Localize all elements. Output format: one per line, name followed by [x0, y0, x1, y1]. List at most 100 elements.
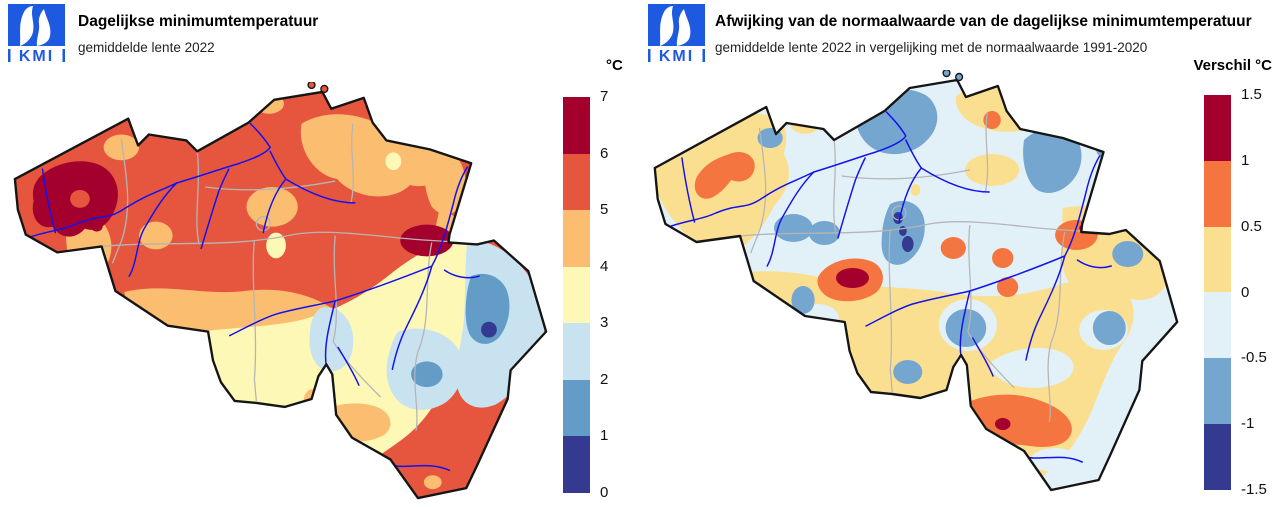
river-line — [128, 182, 178, 277]
colorbar-tick-label: 0 — [600, 484, 609, 501]
colorbar-cell — [563, 210, 590, 267]
map-region-bastogne-neutral-band — [990, 347, 1074, 388]
river-line — [959, 155, 1101, 358]
river-line — [971, 337, 994, 377]
map-region-bastogne-colder-dot — [411, 361, 443, 388]
colorbar-cell — [1204, 358, 1231, 425]
river-line — [269, 150, 356, 204]
map-region-charleroi-warmest-core — [836, 268, 869, 288]
map-region-ghent-north-warm-spot — [789, 110, 821, 134]
map-region-high-fens-coldest-dot — [481, 321, 497, 338]
colorbar-tick-label: 4 — [600, 257, 609, 275]
province-border — [1047, 231, 1066, 423]
river-line — [443, 269, 480, 279]
colorbar-tick-label: 1.5 — [1241, 86, 1262, 103]
map-region-hainaut-small-spot — [139, 221, 173, 250]
anomaly-colorbar-unit: Verschil °C — [1193, 57, 1272, 74]
belgium-outline — [653, 78, 1179, 492]
colorbar-tick-label: 1 — [600, 427, 609, 445]
river-line — [813, 111, 907, 173]
map-region-condroz-cool-blob — [945, 308, 987, 348]
belgium-map-temperature-anomaly — [653, 70, 1179, 492]
map-region-leuven-coldest-dot-2 — [899, 226, 907, 236]
river-line — [1076, 259, 1113, 269]
kmi-logo-text: KMI — [19, 48, 54, 62]
map-region-kempen-warm-dot — [910, 184, 921, 196]
map-region-center-warmer-spot-1 — [940, 237, 966, 259]
map-region-ghent-spot — [103, 134, 140, 161]
map-region-south-tip-warmer-dot — [1030, 484, 1045, 490]
map-region-brussels-west-cool-lobe-1 — [773, 214, 813, 242]
map-region-center-warmer-spot-2 — [992, 248, 1014, 268]
province-border — [101, 231, 448, 248]
map-region-turnhout-warmer-dot — [983, 111, 1001, 129]
river-line — [337, 346, 360, 386]
right-map-subtitle: gemiddelde lente 2022 in vergelijking me… — [715, 40, 1148, 55]
map-region-south-tip-warm-dot — [423, 475, 442, 490]
province-border — [196, 151, 200, 245]
map-region-knokke-hot-dot — [110, 91, 127, 101]
temperature-colorbar-unit: °C — [606, 57, 623, 74]
province-border — [740, 221, 1081, 237]
river-line — [324, 166, 468, 368]
province-border — [833, 139, 837, 235]
colorbar-cell — [563, 323, 590, 380]
river-line — [262, 178, 287, 234]
kmi-logo-graphic: KMI — [648, 4, 705, 65]
colorbar-tick-label: -1 — [1241, 415, 1255, 433]
baarle-hertog-exclave — [942, 70, 951, 78]
kmi-logo: KMI — [648, 4, 705, 65]
river-line — [1025, 255, 1066, 361]
river-line — [41, 168, 57, 234]
left-map-title: Dagelijkse minimumtemperatuur — [78, 13, 319, 30]
colorbar-tick-label: 2 — [600, 370, 609, 388]
map-region-west-flanders-warmer-blob — [694, 151, 755, 199]
belgium-outline — [13, 90, 548, 500]
kmi-logo-graphic: KMI — [8, 4, 65, 65]
belgium-map-min-temperature — [13, 82, 548, 500]
river-line — [391, 265, 433, 371]
map-region-demer-warm-band — [964, 154, 1020, 186]
map-region-southwest-cool-spot — [893, 360, 923, 384]
river-line — [766, 171, 815, 267]
river-line — [681, 157, 696, 223]
map-region-west-border-warmer-dot — [654, 252, 669, 264]
province-border — [750, 127, 767, 254]
river-line — [905, 139, 990, 193]
map-region-kempen-cream-dot — [385, 152, 402, 171]
baarle-hertog-exclave — [320, 84, 329, 94]
colorbar-cell — [1204, 95, 1231, 161]
baarle-hertog-exclave — [307, 82, 316, 90]
province-border — [332, 235, 381, 398]
map-region-antwerp-warm-spot — [812, 85, 852, 111]
colorbar-cell — [563, 153, 590, 211]
map-region-high-fens-colder-core — [465, 273, 510, 344]
anomaly-colorbar: 1.5 1 0.5 0 -0.5 -1 -1.5 — [1204, 86, 1267, 498]
river-line — [898, 167, 923, 223]
map-region-west-hainaut-band-2 — [72, 259, 109, 322]
colorbar-cell — [1204, 424, 1231, 490]
map-region-east-border-cool-spot — [1112, 241, 1144, 267]
province-border — [350, 123, 354, 203]
colorbar-tick-label: 3 — [600, 314, 609, 332]
map-region-south-neutral-patch — [1030, 448, 1080, 472]
kmi-logo: KMI — [8, 4, 65, 65]
map-region-west-flanders-hotspot-hole — [70, 189, 90, 208]
river-line — [200, 168, 230, 250]
map-region-southeast-cool-spot — [1092, 311, 1126, 345]
river-line — [25, 182, 178, 240]
map-region-leuven-coldest-dot-3 — [901, 236, 914, 252]
province-border — [967, 224, 1015, 389]
map-region-south-cold-spot — [277, 443, 311, 468]
map-region-center-warmer-spot-3 — [996, 277, 1019, 297]
colorbar-cell — [563, 436, 590, 493]
colorbar-tick-label: -0.5 — [1241, 349, 1267, 367]
colorbar-cell — [1204, 292, 1231, 359]
colorbar-cell — [563, 266, 590, 324]
river-line — [229, 300, 336, 337]
kmi-logo-text: KMI — [659, 48, 694, 62]
map-region-brabant-central-spot — [246, 187, 298, 227]
right-map-title: Afwijking van de normaalwaarde van de da… — [715, 13, 1252, 30]
map-region-semois-warmest-dot — [994, 418, 1011, 430]
